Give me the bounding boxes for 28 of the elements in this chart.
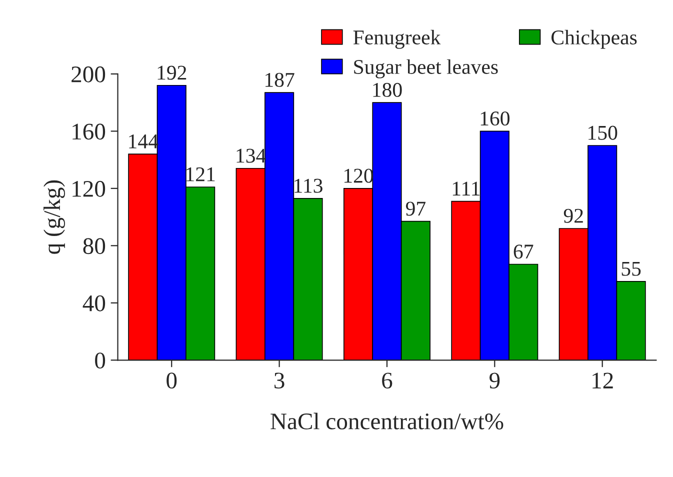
data-label: 192	[158, 66, 186, 80]
legend-label: Fenugreek	[353, 30, 441, 49]
data-label: 160	[480, 111, 510, 126]
y-tick-label: 40	[82, 295, 106, 312]
y-tick-label: 200	[72, 66, 106, 82]
x-tick-label: 12	[592, 372, 613, 388]
data-label: 92	[564, 208, 583, 223]
x-axis-title: NaCl concentration/wt%	[270, 412, 504, 430]
y-tick-label: 160	[72, 124, 106, 140]
y-tick-label: 0	[95, 352, 106, 369]
data-label: 55	[622, 262, 641, 276]
data-label: 113	[294, 178, 322, 193]
x-tick-label: 0	[166, 372, 177, 389]
legend-label: Chickpeas	[551, 30, 637, 49]
data-label: 97	[406, 202, 426, 216]
x-tick-label: 6	[382, 372, 392, 389]
data-label: 111	[452, 182, 480, 196]
legend-label: Sugar beet leaves	[354, 59, 498, 78]
data-label: 67	[514, 244, 534, 259]
data-label: 121	[186, 167, 215, 182]
data-label: 180	[373, 82, 402, 97]
y-axis-title: q (g/kg)	[44, 180, 65, 254]
data-label: 150	[588, 126, 618, 140]
x-tick-label: 9	[490, 372, 500, 389]
y-tick-label: 80	[83, 238, 106, 254]
data-label: 187	[266, 72, 294, 87]
y-tick-label: 120	[72, 180, 106, 197]
x-tick-label: 3	[274, 372, 284, 389]
